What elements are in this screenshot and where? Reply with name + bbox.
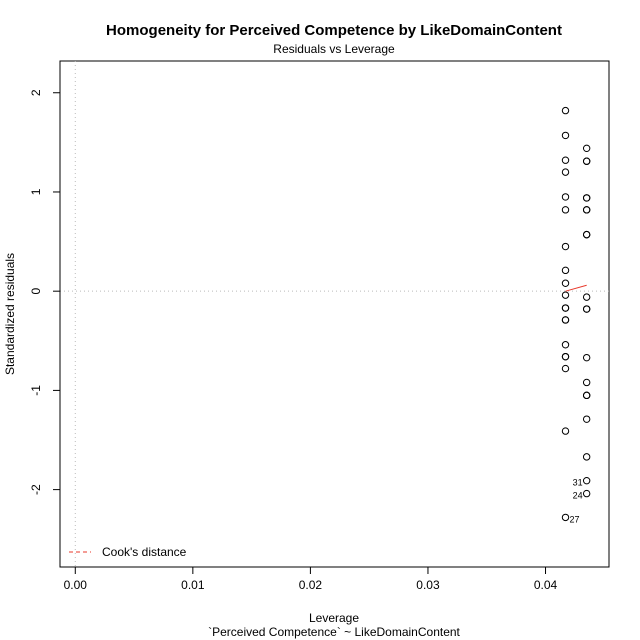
data-point [561, 168, 570, 176]
data-point [582, 157, 591, 165]
y-tick-label: -1 [29, 385, 43, 396]
data-point [561, 193, 570, 201]
data-point [582, 144, 591, 153]
data-point [582, 391, 591, 400]
data-point [582, 453, 591, 461]
y-tick-label: 1 [29, 188, 43, 195]
data-point [582, 353, 591, 362]
x-axis: 0.00 0.01 0.02 0.03 0.04 [64, 566, 558, 592]
data-point [561, 291, 570, 299]
data-point [561, 513, 570, 522]
data-point [561, 106, 570, 115]
data-point [561, 352, 570, 361]
legend: Cook's distance [69, 545, 187, 559]
data-point [582, 378, 591, 387]
x-tick-label: 0.00 [64, 578, 88, 592]
point-labels-group: 27 31 24 [570, 478, 583, 525]
legend-label-cooks-distance: Cook's distance [102, 545, 187, 559]
point-label: 27 [570, 514, 580, 524]
x-tick-label: 0.04 [534, 578, 558, 592]
y-tick-label: -2 [29, 484, 43, 495]
points-group [561, 106, 591, 522]
data-point [582, 293, 591, 301]
data-point [561, 341, 570, 349]
y-axis: -2 -1 0 1 2 [29, 89, 61, 495]
data-point [582, 194, 591, 202]
plot-frame [59, 60, 610, 568]
data-point [561, 206, 570, 214]
smooth-line-group [565, 284, 587, 292]
y-tick-label: 0 [29, 288, 43, 295]
data-point [561, 316, 570, 324]
data-point [582, 476, 591, 485]
chart-title: Homogeneity for Perceived Competence by … [106, 22, 562, 39]
data-point [582, 489, 591, 498]
data-point [582, 415, 591, 423]
x-axis-label: Leverage [309, 611, 359, 625]
smooth-line [565, 284, 587, 292]
point-label: 24 [573, 491, 583, 501]
data-point [561, 427, 570, 435]
data-point [561, 242, 570, 251]
x-tick-label: 0.02 [299, 578, 323, 592]
point-label: 31 [573, 478, 583, 488]
data-point [561, 364, 570, 373]
data-point [561, 304, 570, 312]
data-point [582, 206, 591, 214]
data-point [561, 266, 570, 275]
y-axis-label: Standardized residuals [3, 253, 17, 375]
x-tick-label: 0.01 [181, 578, 205, 592]
data-point [582, 230, 591, 239]
data-point [582, 305, 591, 313]
y-tick-label: 2 [29, 89, 43, 96]
model-formula-label: `Perceived Competence` ~ LikeDomainConte… [208, 625, 460, 639]
x-tick-label: 0.03 [416, 578, 440, 592]
data-point [561, 131, 570, 140]
reference-lines [60, 61, 609, 567]
data-point [561, 279, 570, 287]
chart-subtitle: Residuals vs Leverage [273, 42, 395, 56]
data-point [561, 156, 570, 164]
